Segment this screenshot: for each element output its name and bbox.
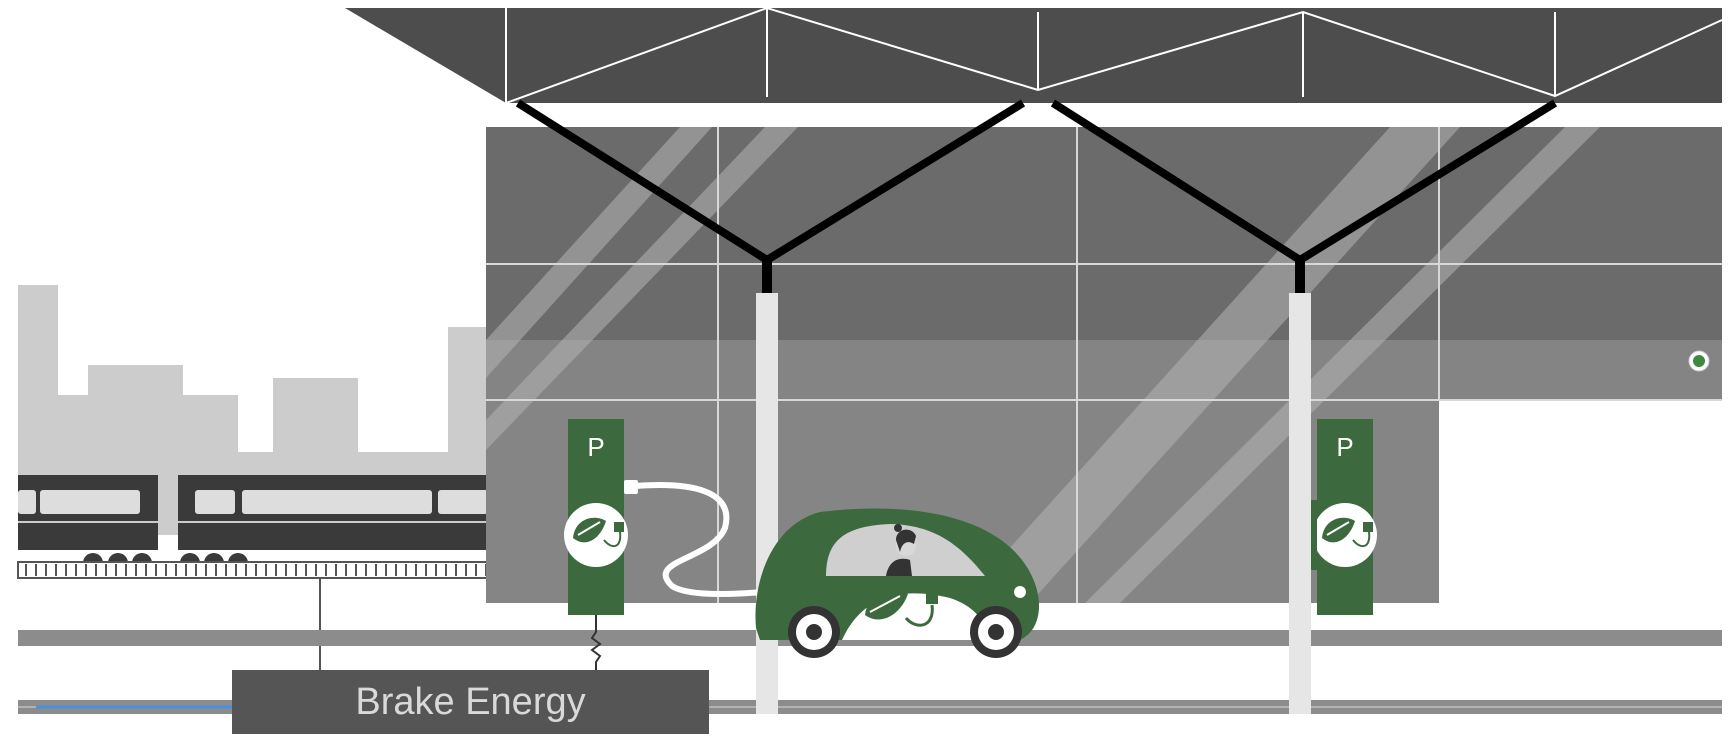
leaf-plug-icon [865,589,938,627]
leaf-plug-icon [1322,517,1373,548]
brake-energy-caption: Brake Energy [232,670,709,734]
electric-car[interactable] [755,508,1040,658]
leaf-plug-icon [573,517,624,548]
parking-sign-right: P [1336,432,1353,462]
parking-sign-left: P [587,432,604,462]
charging-station-right[interactable]: P [1311,419,1377,615]
charging-station-left[interactable]: P [564,419,628,615]
train [18,475,488,573]
rail-track [17,561,489,672]
status-dot-icon[interactable] [1688,350,1710,372]
person-icon [886,524,916,576]
station-canopy [345,6,1723,104]
charging-cable [635,482,791,597]
cable-plug [624,480,638,494]
support-beams [515,99,1558,293]
caption-text: Brake Energy [355,680,586,723]
ground-wire [590,615,602,670]
